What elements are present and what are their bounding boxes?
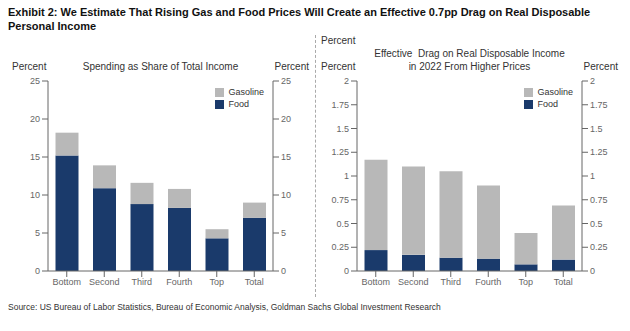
svg-text:5: 5 [35, 228, 40, 238]
svg-text:Second: Second [398, 277, 429, 287]
svg-text:0: 0 [281, 266, 286, 276]
svg-text:20: 20 [30, 114, 40, 124]
svg-text:0.75: 0.75 [590, 195, 608, 205]
svg-text:0.75: 0.75 [331, 195, 349, 205]
svg-text:Fourth: Fourth [475, 277, 501, 287]
html-text:Source: US Bureau of Labor Sta: Source: US Bureau of Labor Statistics, B… [8, 302, 441, 312]
svg-text:Third: Third [440, 277, 461, 287]
svg-text:0.25: 0.25 [590, 242, 608, 252]
html-text:Exhibit 2: We Estimate That Ri: Exhibit 2: We Estimate That Rising Gas a… [8, 6, 591, 32]
svg-text:Second: Second [89, 277, 120, 287]
svg-text:0: 0 [590, 266, 595, 276]
svg-text:Top: Top [209, 277, 224, 287]
svg-text:20: 20 [281, 114, 291, 124]
svg-text:15: 15 [281, 152, 291, 162]
svg-text:10: 10 [281, 190, 291, 200]
html-text:Percent: Percent [321, 35, 356, 46]
svg-text:1.75: 1.75 [590, 100, 608, 110]
svg-text:Bottom: Bottom [361, 277, 390, 287]
svg-text:1.5: 1.5 [336, 124, 349, 134]
svg-text:Top: Top [518, 277, 533, 287]
svg-text:Third: Third [131, 277, 152, 287]
svg-text:25: 25 [281, 76, 291, 86]
svg-text:1.75: 1.75 [331, 100, 349, 110]
html-text:Percent: Percent [12, 61, 47, 72]
html-text:Spending as Share of Total Inc: Spending as Share of Total Income [82, 61, 239, 72]
svg-text:1.25: 1.25 [331, 147, 349, 157]
svg-text:5: 5 [281, 228, 286, 238]
svg-text:2: 2 [590, 76, 595, 86]
html-text:Gasoline: Gasoline [537, 87, 573, 97]
html-text:Food: Food [228, 99, 249, 109]
svg-text:0: 0 [344, 266, 349, 276]
svg-text:1: 1 [590, 171, 595, 181]
svg-text:Bottom: Bottom [52, 277, 81, 287]
svg-text:Total: Total [554, 277, 573, 287]
html-text:Effective Drag on Real Disposa: Effective Drag on Real Disposable Income… [374, 48, 565, 72]
svg-text:1.5: 1.5 [590, 124, 603, 134]
html-text:Food: Food [537, 99, 558, 109]
svg-text:1.25: 1.25 [590, 147, 608, 157]
svg-text:0.5: 0.5 [590, 219, 603, 229]
html-text:Percent: Percent [274, 61, 309, 72]
svg-text:10: 10 [30, 190, 40, 200]
html-text:Gasoline: Gasoline [228, 87, 264, 97]
svg-text:15: 15 [30, 152, 40, 162]
svg-text:0.5: 0.5 [336, 219, 349, 229]
svg-text:Total: Total [245, 277, 264, 287]
svg-text:25: 25 [30, 76, 40, 86]
svg-text:2: 2 [344, 76, 349, 86]
html-text:Percent: Percent [583, 61, 618, 72]
svg-text:0: 0 [35, 266, 40, 276]
html-text:Percent: Percent [321, 61, 356, 72]
svg-text:Fourth: Fourth [166, 277, 192, 287]
svg-text:0.25: 0.25 [331, 242, 349, 252]
svg-text:1: 1 [344, 171, 349, 181]
